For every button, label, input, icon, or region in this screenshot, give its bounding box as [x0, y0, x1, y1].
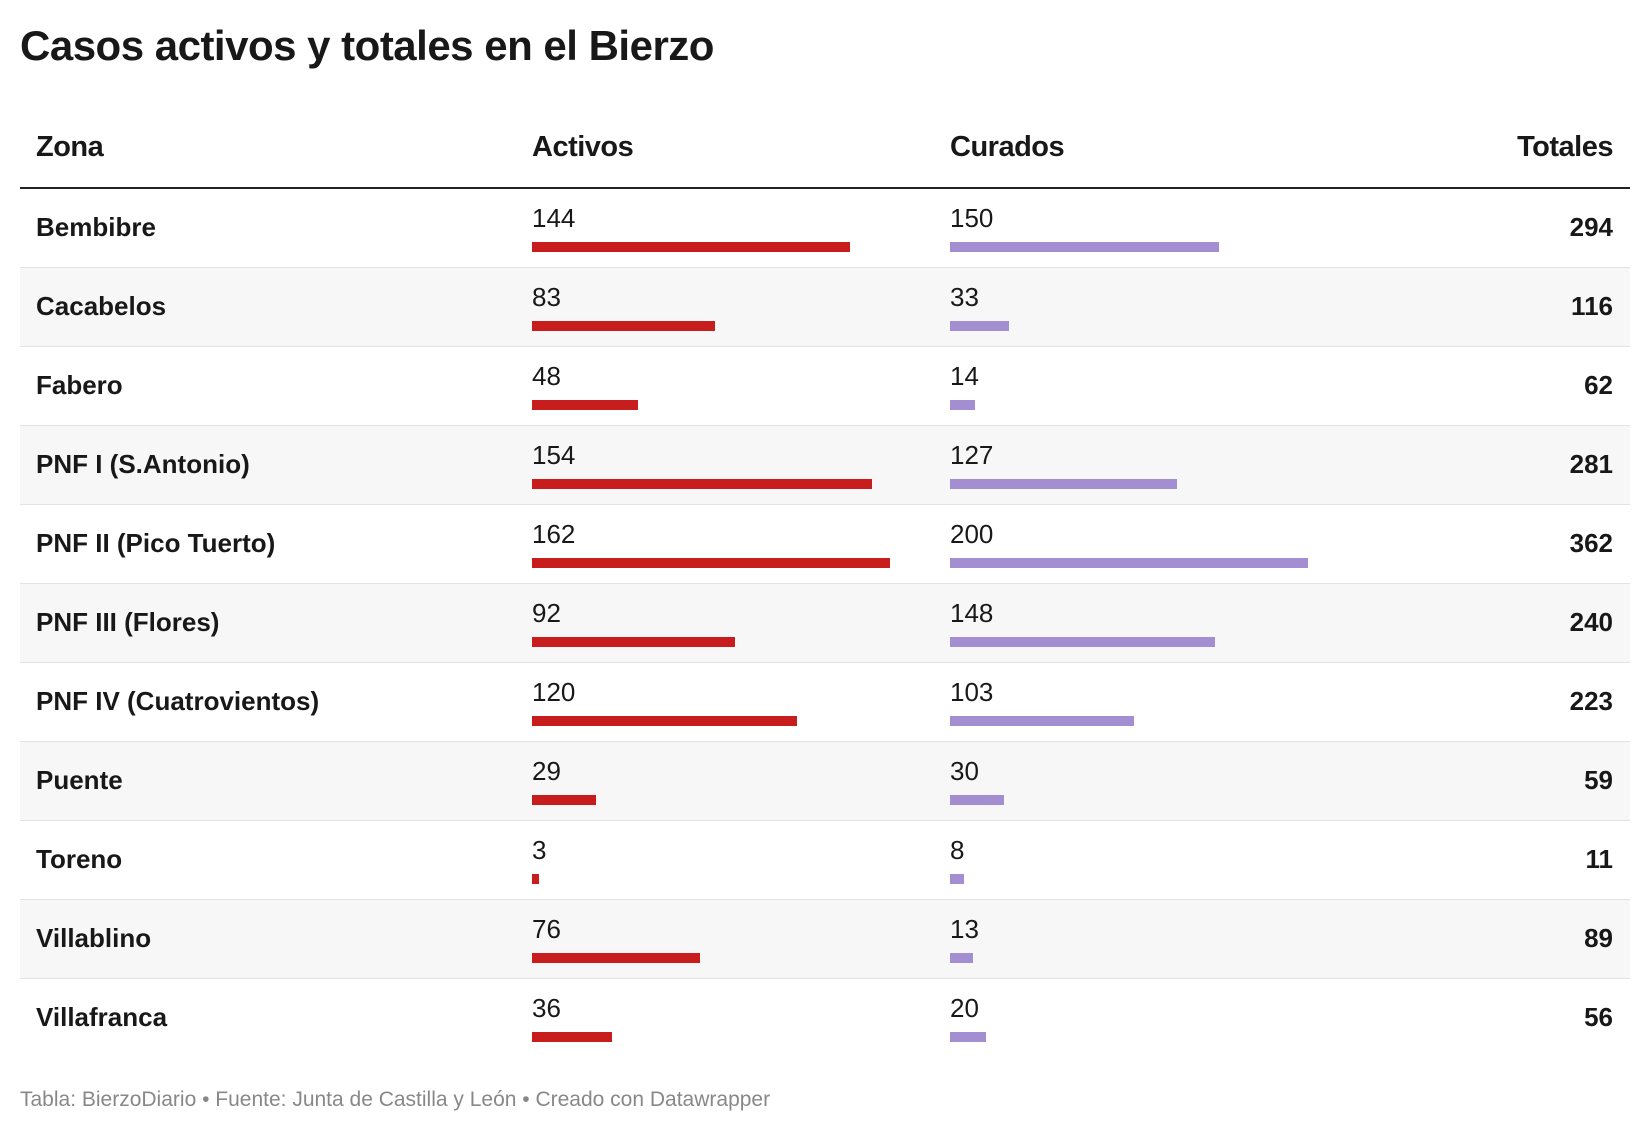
activos-value: 162: [532, 519, 576, 549]
activos-bar: [532, 400, 639, 410]
totales-value: 223: [1569, 686, 1613, 716]
activos-bar: [532, 321, 716, 331]
table-row: PNF III (Flores) 92 148 240: [20, 584, 1630, 663]
activos-bar: [532, 242, 851, 252]
totales-value: 89: [1584, 923, 1613, 953]
activos-value: 48: [532, 361, 561, 391]
table-row: Villafranca 36 20 56: [20, 979, 1630, 1057]
table-row: PNF IV (Cuatrovientos) 120 103 223: [20, 663, 1630, 742]
header-activos[interactable]: Activos: [532, 131, 634, 163]
curados-value: 8: [950, 835, 965, 865]
activos-value: 120: [532, 677, 576, 707]
data-table: Zona Activos Curados Totales Bembibre 144…: [20, 115, 1630, 1057]
zona-label: PNF I (S.Antonio): [36, 449, 250, 479]
activos-bar: [532, 795, 597, 805]
totales-value: 62: [1584, 370, 1613, 400]
source-footer: Tabla: BierzoDiario • Fuente: Junta de C…: [20, 1088, 771, 1111]
chart-title: Casos activos y totales en el Bierzo: [20, 22, 714, 69]
activos-value: 83: [532, 282, 561, 312]
curados-bar: [950, 1032, 986, 1042]
curados-value: 13: [950, 914, 979, 944]
activos-bar: [532, 558, 890, 568]
curados-bar: [950, 953, 974, 963]
zona-label: Toreno: [36, 844, 123, 874]
curados-bar: [950, 637, 1215, 647]
header-curados[interactable]: Curados: [950, 131, 1065, 163]
zona-label: Cacabelos: [36, 291, 167, 321]
zona-label: Puente: [36, 765, 123, 795]
curados-value: 148: [950, 598, 994, 628]
zona-label: Fabero: [36, 370, 123, 400]
totales-value: 11: [1585, 844, 1614, 874]
curados-value: 103: [950, 677, 994, 707]
zona-label: Villablino: [36, 923, 152, 953]
curados-bar: [950, 479, 1178, 489]
table-row: Bembibre 144 150 294: [20, 189, 1630, 268]
header-zona[interactable]: Zona: [36, 131, 104, 163]
activos-value: 144: [532, 203, 576, 233]
totales-value: 59: [1584, 765, 1613, 795]
curados-bar: [950, 716, 1135, 726]
zona-label: PNF II (Pico Tuerto): [36, 528, 276, 558]
zona-label: Bembibre: [36, 212, 156, 242]
activos-bar: [532, 874, 539, 884]
activos-value: 154: [532, 440, 576, 470]
table-row: Puente 29 30 59: [20, 742, 1630, 821]
curados-bar: [950, 400, 976, 410]
totales-value: 116: [1571, 291, 1613, 321]
activos-value: 36: [532, 993, 561, 1023]
curados-bar: [950, 874, 965, 884]
table-row: PNF II (Pico Tuerto) 162 200 362: [20, 505, 1630, 584]
zona-label: PNF IV (Cuatrovientos): [36, 686, 320, 716]
table-row: Cacabelos 83 33 116: [20, 268, 1630, 347]
table-row: Toreno 3 8 11: [20, 821, 1630, 900]
header-totales[interactable]: Totales: [1517, 131, 1613, 163]
curados-value: 30: [950, 756, 979, 786]
activos-value: 3: [532, 835, 547, 865]
curados-bar: [950, 558, 1308, 568]
activos-value: 29: [532, 756, 561, 786]
activos-bar: [532, 1032, 612, 1042]
activos-value: 76: [532, 914, 561, 944]
curados-value: 150: [950, 203, 994, 233]
table-row: Fabero 48 14 62: [20, 347, 1630, 426]
zona-label: Villafranca: [36, 1002, 168, 1032]
totales-value: 281: [1569, 449, 1613, 479]
curados-bar: [950, 242, 1219, 252]
activos-bar: [532, 716, 798, 726]
totales-value: 362: [1569, 528, 1613, 558]
totales-value: 294: [1569, 212, 1613, 242]
activos-bar: [532, 637, 736, 647]
curados-value: 33: [950, 282, 979, 312]
totales-value: 56: [1584, 1002, 1613, 1032]
curados-value: 200: [950, 519, 994, 549]
activos-bar: [532, 479, 873, 489]
table-header: Zona Activos Curados Totales: [20, 115, 1630, 189]
curados-value: 14: [950, 361, 979, 391]
activos-bar: [532, 953, 700, 963]
table-row: PNF I (S.Antonio) 154 127 281: [20, 426, 1630, 505]
curados-value: 127: [950, 440, 994, 470]
activos-value: 92: [532, 598, 561, 628]
totales-value: 240: [1569, 607, 1613, 637]
table-row: Villablino 76 13 89: [20, 900, 1630, 979]
table-body: Bembibre 144 150 294 Cacabelos 83 33 116 Fabero 4…: [20, 189, 1630, 1057]
curados-bar: [950, 321, 1010, 331]
zona-label: PNF III (Flores): [36, 607, 220, 637]
curados-bar: [950, 795, 1004, 805]
curados-value: 20: [950, 993, 979, 1023]
